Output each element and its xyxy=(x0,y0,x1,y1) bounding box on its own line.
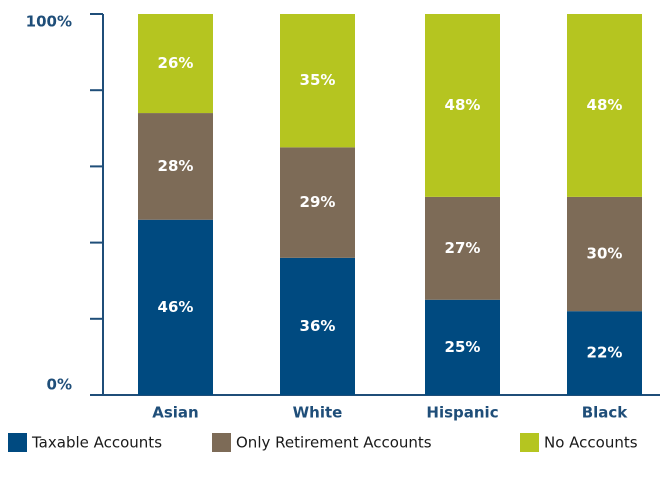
y-tick-label: 100% xyxy=(26,13,72,31)
legend-swatch xyxy=(8,433,27,452)
bar-segment xyxy=(280,14,355,148)
value-label: 25% xyxy=(445,338,481,356)
bar-segment xyxy=(425,14,500,197)
x-tick-label: Black xyxy=(582,404,629,422)
value-label: 28% xyxy=(158,157,194,175)
value-label: 27% xyxy=(445,239,481,257)
bar-segment xyxy=(280,147,355,258)
x-tick-label: Hispanic xyxy=(426,404,498,422)
legend-label: No Accounts xyxy=(544,434,638,452)
x-tick-label: White xyxy=(293,404,343,422)
bar-segment xyxy=(280,257,355,395)
legend-label: Taxable Accounts xyxy=(31,434,162,452)
value-label: 48% xyxy=(445,96,481,114)
bar-segment xyxy=(425,196,500,300)
value-label: 48% xyxy=(587,96,623,114)
legend-swatch xyxy=(212,433,231,452)
value-label: 22% xyxy=(587,344,623,362)
bar-segment xyxy=(138,113,213,220)
bar-segment xyxy=(567,311,642,395)
value-label: 30% xyxy=(587,245,623,263)
legend-label: Only Retirement Accounts xyxy=(236,434,432,452)
value-label: 26% xyxy=(158,54,194,72)
value-label: 29% xyxy=(300,193,336,211)
value-label: 46% xyxy=(158,298,194,316)
bar-segment xyxy=(425,299,500,395)
legend-swatch xyxy=(520,433,539,452)
value-label: 36% xyxy=(300,317,336,335)
bar-segment xyxy=(138,219,213,395)
value-label: 35% xyxy=(300,71,336,89)
bar-segment xyxy=(567,196,642,312)
bar-segment xyxy=(138,14,213,114)
y-tick-label: 0% xyxy=(47,376,72,394)
bar-segment xyxy=(567,14,642,197)
x-tick-label: Asian xyxy=(152,404,198,422)
